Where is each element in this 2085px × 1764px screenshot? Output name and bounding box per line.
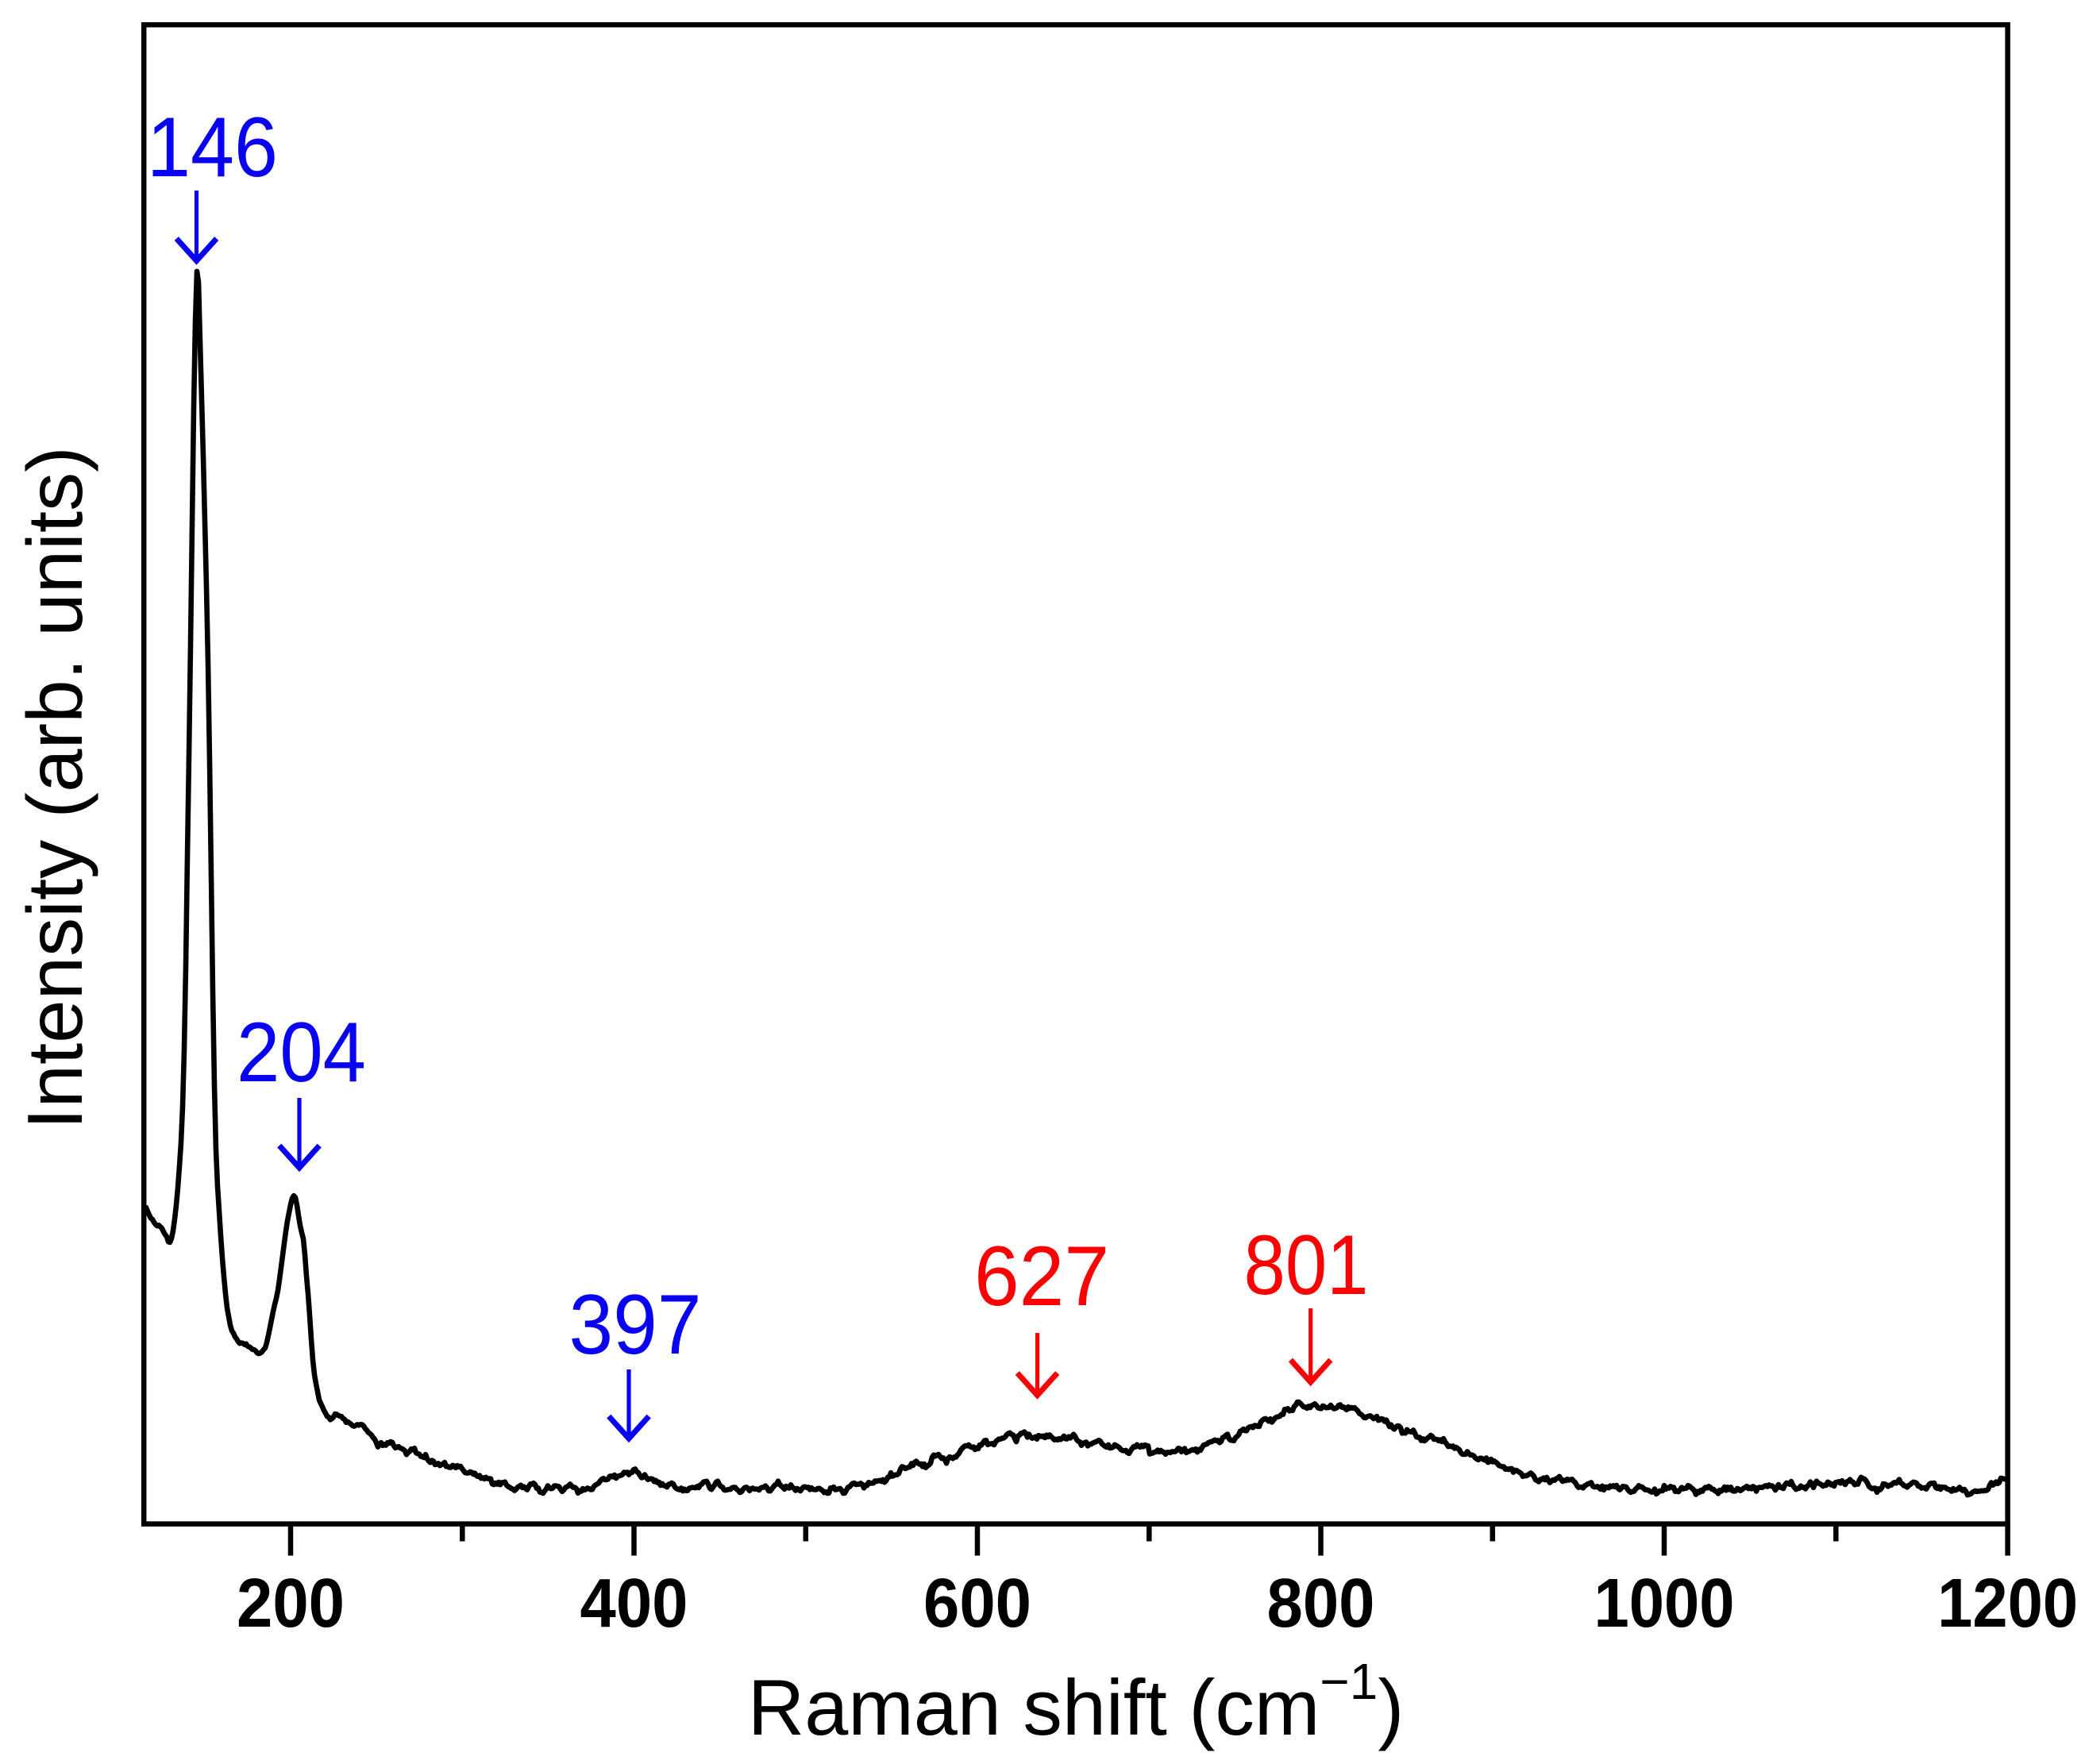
svg-text:600: 600 xyxy=(923,1565,1031,1642)
svg-text:1000: 1000 xyxy=(1594,1565,1735,1642)
svg-text:400: 400 xyxy=(580,1565,688,1642)
svg-text:1200: 1200 xyxy=(1937,1565,2078,1642)
svg-text:146: 146 xyxy=(147,99,278,195)
svg-text:Intensity (arb. units): Intensity (arb. units) xyxy=(11,446,98,1130)
svg-text:627: 627 xyxy=(974,1228,1109,1323)
svg-text:204: 204 xyxy=(237,1004,366,1100)
svg-text:801: 801 xyxy=(1244,1217,1369,1312)
svg-text:Raman shift (cm−1): Raman shift (cm−1) xyxy=(748,1653,1405,1751)
svg-text:200: 200 xyxy=(237,1565,345,1642)
svg-text:800: 800 xyxy=(1267,1565,1375,1642)
svg-text:397: 397 xyxy=(569,1277,702,1372)
